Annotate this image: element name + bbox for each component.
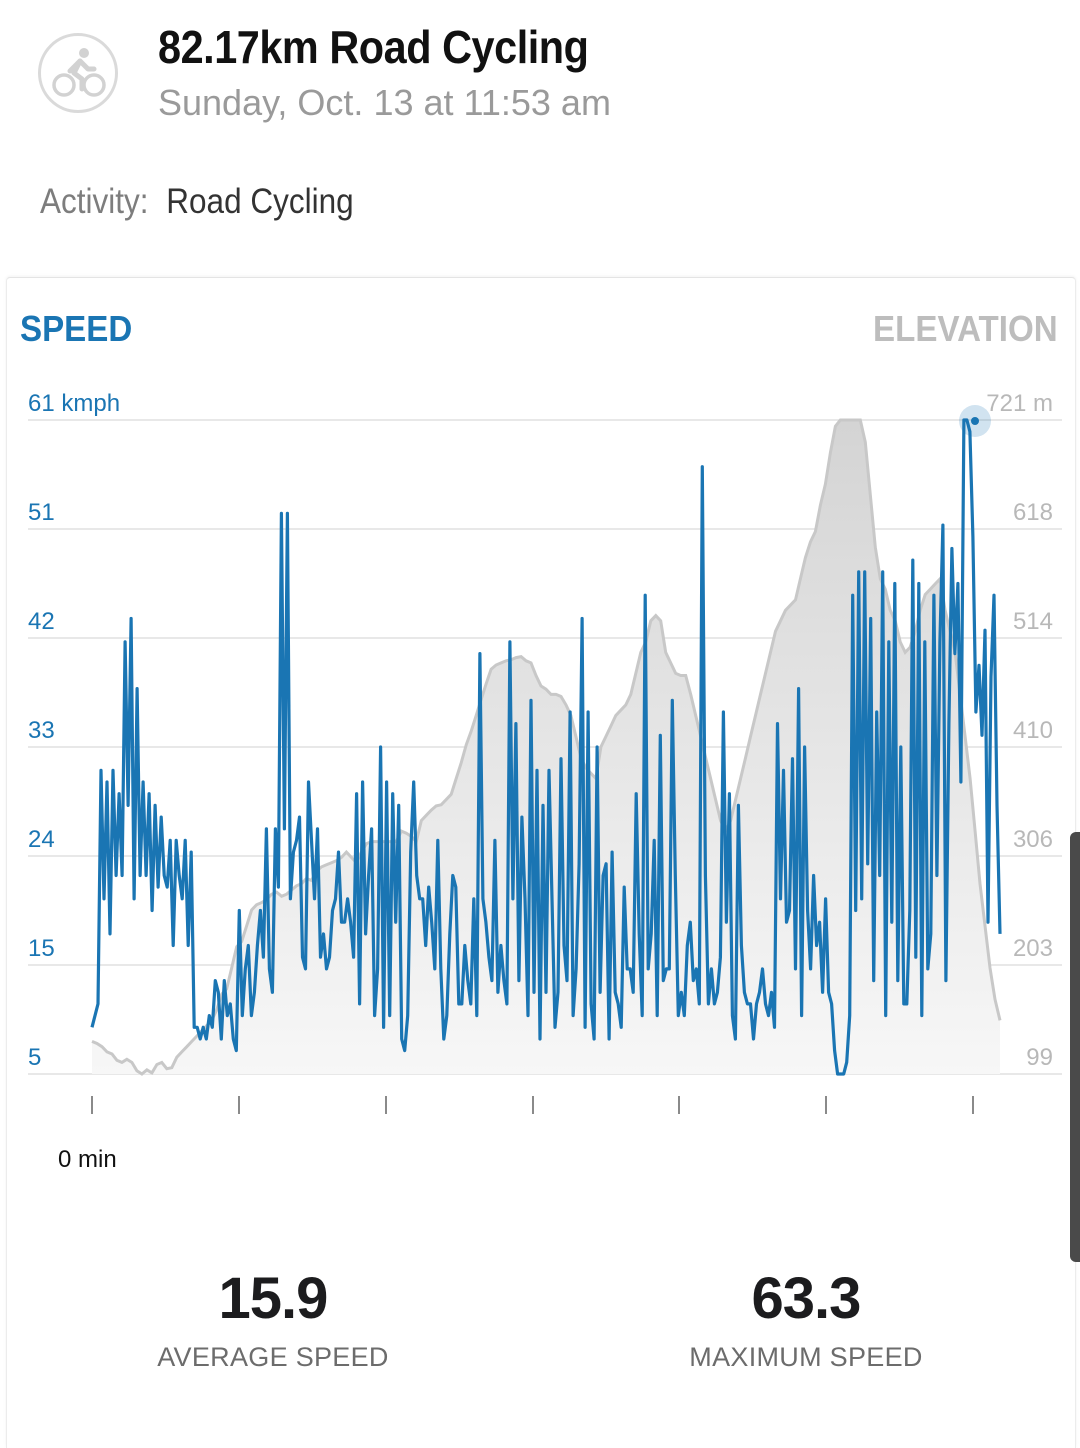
- cyclist-icon: [38, 33, 118, 113]
- average-speed-value: 15.9: [218, 1266, 329, 1331]
- elevation-tick-label: 203: [1013, 935, 1053, 962]
- activity-label: Activity:: [40, 182, 149, 221]
- average-speed-label: AVERAGE SPEED: [157, 1342, 389, 1372]
- speed-tick-label: 42: [28, 608, 55, 635]
- maximum-speed-label: MAXIMUM SPEED: [689, 1342, 923, 1372]
- page-title: 82.17km Road Cycling: [158, 21, 589, 73]
- tab-elevation[interactable]: ELEVATION: [873, 308, 1058, 349]
- speed-tick-label: 15: [28, 935, 55, 962]
- tab-speed[interactable]: SPEED: [20, 308, 133, 349]
- speed-tick-label: 33: [28, 717, 55, 744]
- activity-value[interactable]: Road Cycling: [166, 182, 354, 221]
- speed-tick-label: 61 kmph: [28, 390, 120, 417]
- elevation-tick-label: 618: [1013, 499, 1053, 526]
- speed-tick-label: 24: [28, 826, 55, 853]
- elevation-tick-label: 99: [1026, 1044, 1053, 1071]
- activity-type-row: Activity: Road Cycling: [40, 182, 354, 222]
- speed-tick-label: 51: [28, 499, 55, 526]
- y-axis-labels: 61 kmph 721 m 51 618 42 514 33 410 24 306 15 203 5 99: [28, 390, 1053, 1071]
- maximum-speed-value: 63.3: [751, 1266, 862, 1331]
- elevation-tick-label: 410: [1013, 717, 1053, 744]
- cyclist-icon-glyph: [52, 48, 106, 97]
- max-speed-marker[interactable]: [959, 405, 991, 437]
- x-axis-label: 0 min: [58, 1146, 117, 1173]
- elevation-tick-label: 514: [1013, 608, 1053, 635]
- activity-date: Sunday, Oct. 13 at 11:53 am: [158, 82, 611, 123]
- speed-elevation-chart[interactable]: 61 kmph 721 m 51 618 42 514 33 410 24 306 15 203 5 99…: [0, 380, 1080, 1180]
- elevation-tick-label: 721 m: [986, 390, 1053, 417]
- elevation-tick-label: 306: [1013, 826, 1053, 853]
- scrollbar[interactable]: [1070, 832, 1080, 1262]
- maximum-speed-stat: 63.3 MAXIMUM SPEED: [626, 1265, 986, 1373]
- speed-line: [90, 418, 1002, 1076]
- speed-tick-label: 5: [28, 1044, 41, 1071]
- elevation-line: [91, 418, 1002, 1076]
- x-axis-ticks: [91, 1096, 974, 1114]
- average-speed-stat: 15.9 AVERAGE SPEED: [93, 1265, 453, 1373]
